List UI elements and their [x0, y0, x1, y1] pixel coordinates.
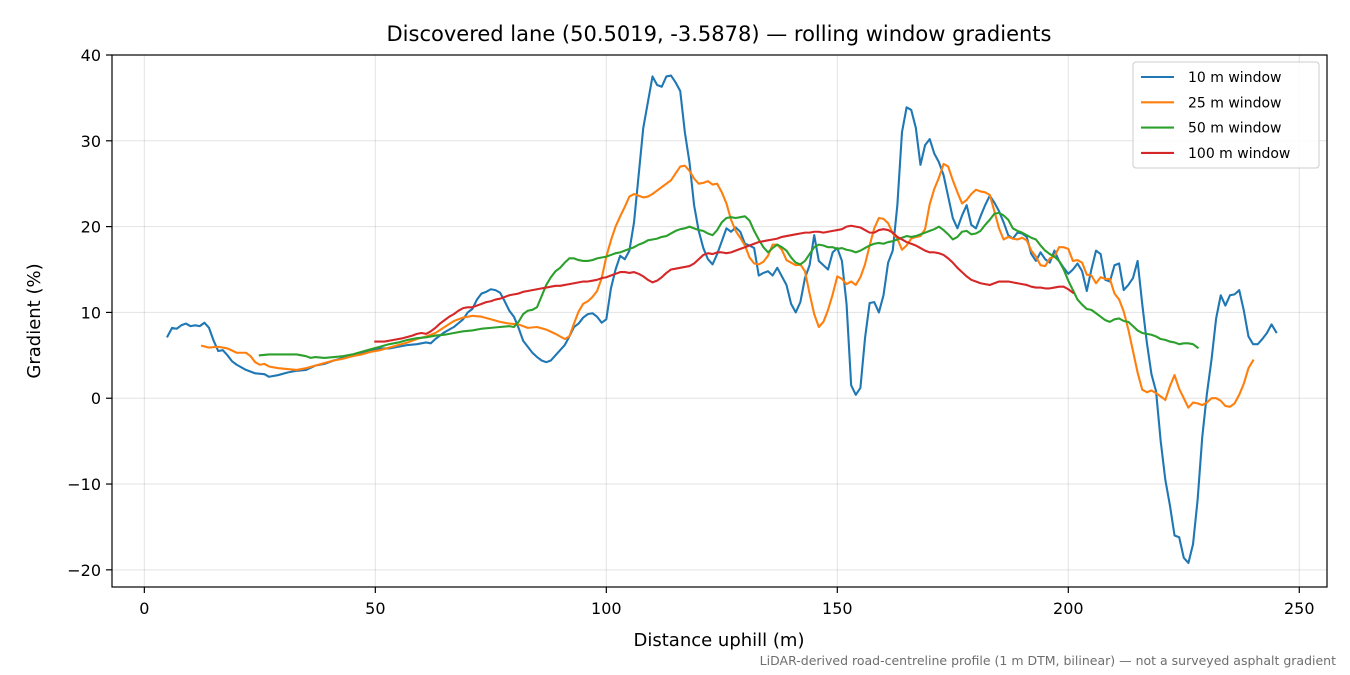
y-tick-label: 10	[81, 303, 101, 322]
axis-ticks: 0 50 100 150 200 250 −20 −10 0 10 20 30 40	[67, 46, 1314, 618]
x-axis-label: Distance uphill (m)	[634, 630, 805, 651]
legend-label: 50 m window	[1188, 121, 1281, 137]
y-tick-label: 30	[81, 132, 101, 151]
legend: 10 m window 25 m window 50 m window 100 m w…	[1132, 61, 1320, 169]
plot-frame	[111, 54, 1328, 588]
series-line-4	[374, 224, 1075, 343]
legend-label: 10 m window	[1188, 70, 1281, 86]
x-tick-label: 0	[139, 599, 149, 618]
chart-title: Discovered lane (50.5019, -3.5878) — rol…	[387, 22, 1052, 46]
x-tick-label: 50	[365, 599, 385, 618]
x-tick-label: 100	[591, 599, 622, 618]
x-tick-label: 150	[822, 599, 853, 618]
series-line-3	[258, 211, 1200, 359]
plot-area	[166, 74, 1278, 565]
legend-box	[1132, 61, 1320, 169]
y-axis-label: Gradient (%)	[24, 263, 45, 378]
y-tick-label: 0	[91, 389, 101, 408]
y-tick-label: −10	[67, 475, 101, 494]
x-tick-label: 250	[1284, 599, 1315, 618]
y-tick-label: 20	[81, 218, 101, 237]
legend-label: 25 m window	[1188, 95, 1281, 111]
y-tick-label: 40	[81, 46, 101, 65]
x-tick-label: 200	[1053, 599, 1084, 618]
footnote: LiDAR-derived road-centreline profile (1…	[760, 653, 1336, 668]
series-line-1	[166, 74, 1278, 565]
series-line-2	[200, 162, 1255, 409]
legend-label: 100 m window	[1188, 146, 1290, 162]
y-tick-label: −20	[67, 561, 101, 580]
